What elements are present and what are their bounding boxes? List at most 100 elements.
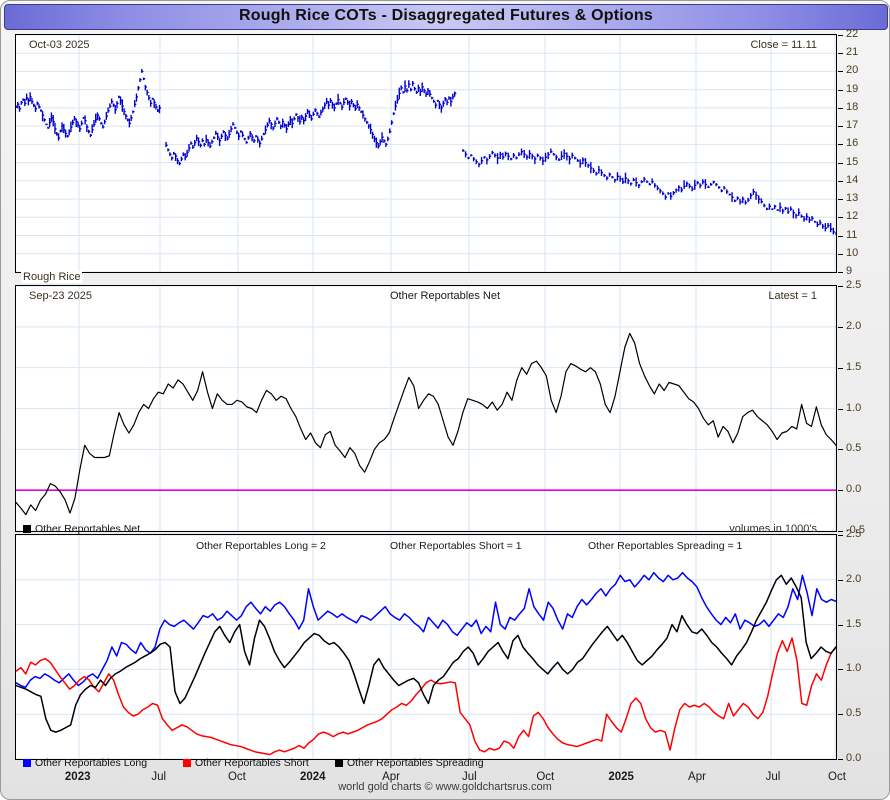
y-tick-label: 2.5: [846, 528, 862, 540]
y-tick-label: 0.5: [846, 707, 862, 719]
y-tick-label: 15: [846, 156, 859, 168]
net-legend: Other Reportables Net: [23, 523, 140, 535]
x-tick-label: Oct: [227, 771, 246, 783]
y-tick-mark: [838, 163, 843, 164]
short-legend-label: Other Reportables Short: [195, 757, 309, 769]
spreading-legend-swatch-icon: [335, 759, 343, 767]
x-tick-label: Apr: [382, 771, 401, 783]
price-plot-area: [16, 35, 836, 272]
y-tick-label: 13: [846, 192, 859, 204]
y-tick-mark: [838, 449, 843, 450]
x-tick-label: Apr: [688, 771, 706, 783]
net-date-label: Sep-23 2025: [29, 290, 92, 302]
x-tick-label: 2024: [300, 771, 326, 783]
y-tick-label: -0.5: [846, 524, 865, 536]
components-legend-short: Other Reportables Short: [183, 757, 309, 769]
x-tick-label: 2023: [64, 771, 91, 783]
y-tick-mark: [838, 254, 843, 255]
price-plot-svg: [16, 35, 836, 272]
long-legend-label: Other Reportables Long: [35, 757, 148, 769]
y-tick-mark: [838, 368, 843, 369]
y-tick-mark: [838, 535, 843, 536]
y-tick-mark: [838, 90, 843, 91]
net-chart-panel: [15, 285, 837, 532]
y-tick-label: 1.5: [846, 618, 862, 630]
price-instrument-label: Rough Rice: [21, 271, 83, 283]
y-tick-label: 9: [846, 265, 853, 277]
y-tick-label: 1.5: [846, 361, 862, 373]
y-tick-mark: [838, 759, 843, 760]
net-panel-title: Other Reportables Net: [389, 290, 501, 302]
y-tick-label: 0.0: [846, 752, 862, 764]
y-tick-mark: [838, 625, 843, 626]
price-close-label: Close = 11.11: [750, 39, 817, 51]
y-tick-mark: [838, 35, 843, 36]
y-tick-mark: [838, 181, 843, 182]
y-tick-mark: [838, 327, 843, 328]
spreading-legend-label: Other Reportables Spreading: [347, 757, 484, 769]
y-tick-label: 22: [846, 28, 859, 40]
net-plot-svg: [16, 286, 836, 531]
short-legend-swatch-icon: [183, 759, 191, 767]
y-tick-label: 17: [846, 119, 859, 131]
x-tick-label: Oct: [536, 771, 555, 783]
y-tick-mark: [838, 71, 843, 72]
components-plot-area: [16, 535, 836, 759]
y-tick-label: 0.0: [846, 483, 862, 495]
y-tick-label: 10: [846, 247, 859, 259]
net-units-label: volumes in 1000's: [729, 523, 817, 535]
x-tick-label: Jul: [461, 771, 477, 783]
y-tick-label: 11: [846, 229, 858, 241]
y-tick-mark: [838, 714, 843, 715]
y-tick-mark: [838, 144, 843, 145]
y-tick-mark: [838, 669, 843, 670]
y-tick-label: 1.0: [846, 402, 862, 414]
y-tick-label: 21: [846, 46, 859, 58]
y-tick-mark: [838, 531, 843, 532]
y-tick-mark: [838, 580, 843, 581]
y-tick-label: 0.5: [846, 442, 862, 454]
window-title-bar: Rough Rice COTs - Disaggregated Futures …: [4, 4, 888, 30]
y-tick-mark: [838, 409, 843, 410]
window-title: Rough Rice COTs - Disaggregated Futures …: [239, 7, 653, 24]
y-tick-mark: [838, 108, 843, 109]
net-plot-area: [16, 286, 836, 531]
y-tick-mark: [838, 199, 843, 200]
components-short-value: Other Reportables Short = 1: [390, 540, 522, 552]
components-legend-long: Other Reportables Long: [23, 757, 147, 769]
y-tick-mark: [838, 126, 843, 127]
components-plot-svg: [16, 535, 836, 759]
y-tick-label: 14: [846, 174, 859, 186]
net-legend-label: Other Reportables Net: [35, 523, 141, 535]
y-tick-label: 20: [846, 64, 859, 76]
price-date-label: Oct-03 2025: [29, 39, 90, 51]
x-tick-label: Jul: [765, 771, 781, 783]
y-tick-label: 1.0: [846, 662, 862, 674]
components-long-value: Other Reportables Long = 2: [196, 540, 326, 552]
y-tick-mark: [838, 272, 843, 273]
y-tick-mark: [838, 286, 843, 287]
x-tick-label: Oct: [828, 771, 846, 783]
long-legend-swatch-icon: [23, 759, 31, 767]
y-tick-label: 12: [846, 210, 859, 222]
price-chart-panel: [15, 34, 837, 273]
x-tick-label: 2025: [608, 771, 634, 783]
components-chart-panel: [15, 534, 837, 760]
y-tick-label: 2.0: [846, 320, 862, 332]
y-tick-label: 2.0: [846, 573, 862, 585]
y-tick-label: 18: [846, 101, 859, 113]
y-tick-mark: [838, 53, 843, 54]
components-legend-spreading: Other Reportables Spreading: [335, 757, 484, 769]
y-tick-label: 16: [846, 137, 859, 149]
y-tick-label: 2.5: [846, 279, 862, 291]
components-spreading-value: Other Reportables Spreading = 1: [588, 540, 743, 552]
footer-credit: world gold charts © www.goldchartsrus.co…: [338, 781, 552, 793]
y-tick-mark: [838, 236, 843, 237]
net-latest-label: Latest = 1: [768, 290, 817, 302]
net-legend-swatch-icon: [23, 525, 31, 533]
y-tick-label: 19: [846, 83, 859, 95]
x-tick-label: Jul: [151, 771, 167, 783]
y-tick-mark: [838, 217, 843, 218]
y-tick-mark: [838, 490, 843, 491]
